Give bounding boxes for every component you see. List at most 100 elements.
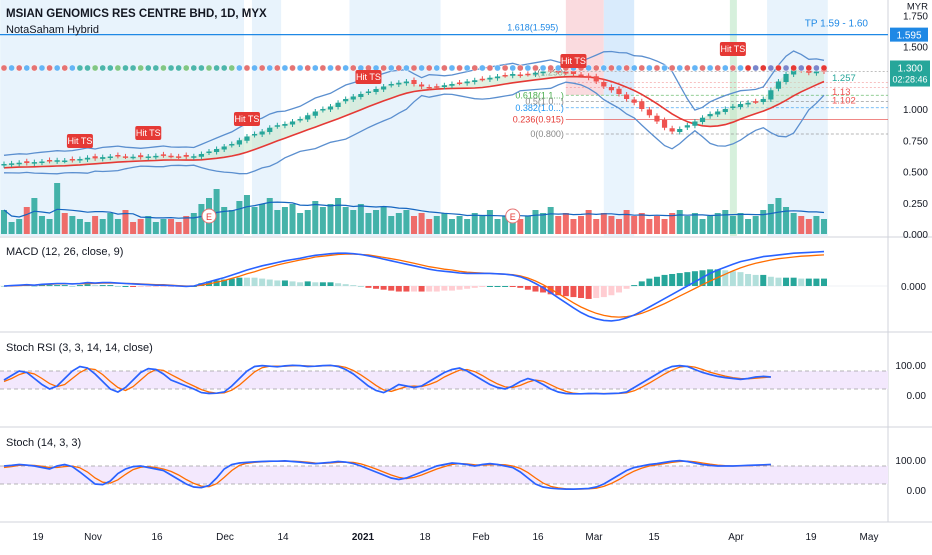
volume-bar <box>433 216 440 234</box>
signal-dot <box>228 64 236 72</box>
macd-hist-bar <box>319 282 326 286</box>
candle-body <box>631 99 637 103</box>
macd-hist-bar <box>31 286 38 287</box>
signal-dot <box>251 64 258 72</box>
candle-body <box>623 94 630 99</box>
volume-bar <box>471 213 478 234</box>
earnings-marker <box>201 208 217 224</box>
candle-body <box>221 146 227 150</box>
macd-hist-bar <box>433 286 440 292</box>
signal-dot <box>471 64 479 72</box>
stoch-tick-100: 100.00 <box>895 456 926 467</box>
macd-hist-bar <box>593 286 600 299</box>
signal-dot <box>775 64 782 72</box>
macd-hist-bar <box>76 285 83 287</box>
volume-bar <box>790 213 797 234</box>
candle-body <box>502 75 508 77</box>
signal-dot <box>813 64 820 72</box>
volume-bar <box>737 213 744 234</box>
volume-bar <box>274 210 281 234</box>
hit-ts-label: Hit TS <box>720 44 745 54</box>
stoch-rsi-k-line <box>3 364 771 395</box>
volume-bar <box>38 216 45 234</box>
candle-body <box>813 71 820 74</box>
signal-dot <box>539 64 547 72</box>
signal-dot <box>8 64 15 72</box>
macd-title: MACD (12, 26, close, 9) <box>6 246 124 258</box>
volume-bar <box>335 198 342 234</box>
signal-dot <box>478 64 486 72</box>
volume-bar <box>502 216 509 234</box>
macd-hist-bar <box>441 286 448 291</box>
signal-dot <box>160 64 167 72</box>
macd-hist-bar <box>623 286 630 289</box>
volume-bar <box>99 219 106 234</box>
candle-body <box>153 155 159 158</box>
volume-bar <box>373 210 380 234</box>
volume-bar <box>593 219 600 234</box>
candle-body <box>335 102 341 107</box>
earnings-label: E <box>206 212 212 222</box>
macd-hist-bar <box>107 285 114 287</box>
candle-body <box>267 127 273 132</box>
candle-body <box>593 76 599 82</box>
signal-dot <box>494 64 501 72</box>
signal-dot <box>334 64 342 72</box>
candle-body <box>289 121 296 125</box>
volume-bar <box>54 183 61 234</box>
hit-ts-badge <box>560 54 587 68</box>
candle-body <box>418 84 425 87</box>
signal-dot <box>0 64 8 72</box>
volume-bar <box>23 207 30 234</box>
price-tick: 1.750 <box>903 11 928 22</box>
time-tick: Feb <box>472 532 490 543</box>
volume-bar <box>623 210 630 234</box>
signal-dot <box>721 64 729 72</box>
volume-bar <box>76 219 83 234</box>
volume-bar <box>570 219 577 234</box>
signal-dot <box>820 64 828 72</box>
volume-bar <box>585 210 592 234</box>
volume-bar <box>714 213 721 234</box>
signal-dot <box>46 64 53 72</box>
volume-bar <box>600 213 607 234</box>
volume-bar <box>805 219 812 234</box>
stoch-k-line <box>3 459 771 490</box>
macd-hist-bar <box>760 274 767 286</box>
candle-body <box>168 155 174 158</box>
volume-bar <box>547 207 554 234</box>
macd-hist-bar <box>130 286 137 287</box>
candle-body <box>730 106 736 108</box>
candle-body <box>411 80 417 84</box>
earnings-label: E <box>510 212 516 222</box>
volume-bar <box>653 216 660 234</box>
macd-hist-bar <box>38 285 45 287</box>
time-tick: 16 <box>151 532 163 543</box>
stoch-rsi-tick-100: 100.00 <box>895 361 926 372</box>
volume-bar <box>350 210 357 234</box>
volume-bar <box>130 222 137 234</box>
volume-bar <box>114 219 121 234</box>
volume-bar <box>46 219 53 234</box>
volume-bar <box>137 219 144 234</box>
volume-bar <box>1 210 7 234</box>
macd-hist-bar <box>61 285 68 287</box>
current-price-tag <box>890 60 930 87</box>
signal-dot <box>737 64 744 72</box>
volume-bar <box>479 216 486 234</box>
price-tag-resistance <box>890 27 928 42</box>
signal-dot <box>342 64 350 72</box>
candle-body <box>753 101 759 103</box>
candle-body <box>760 99 766 102</box>
candle-body <box>251 134 258 136</box>
tp-label: TP 1.59 - 1.60 <box>805 19 869 30</box>
current-price: 1.300 <box>897 64 922 75</box>
signal-dot <box>797 64 805 72</box>
price-axis: 1.750 1.500 1.000 0.750 0.500 0.250 0.000 MYR 1.… <box>832 1 930 241</box>
price-tick: 0.500 <box>903 168 928 179</box>
candle-body <box>24 161 30 163</box>
volume-bar <box>578 216 585 234</box>
candle-body <box>525 73 531 76</box>
candle-body <box>737 104 744 107</box>
